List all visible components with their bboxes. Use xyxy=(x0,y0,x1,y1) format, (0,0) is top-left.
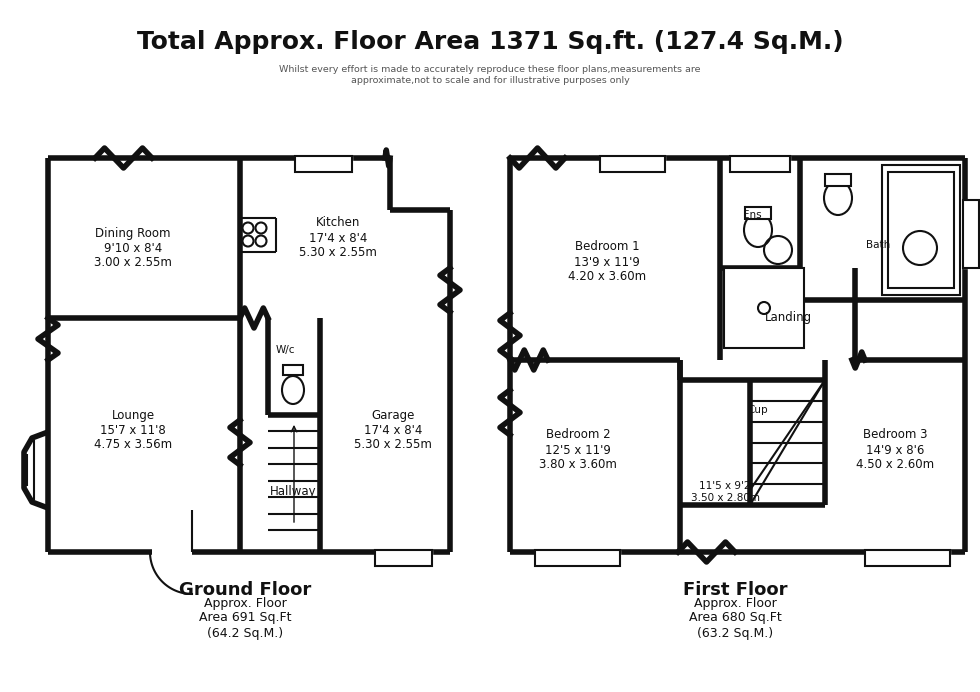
Text: Whilst every effort is made to accurately reproduce these floor plans,measuremen: Whilst every effort is made to accuratel… xyxy=(279,65,701,84)
Bar xyxy=(888,172,954,288)
Bar xyxy=(295,156,352,172)
Text: Approx. Floor
Area 680 Sq.Ft
(63.2 Sq.M.): Approx. Floor Area 680 Sq.Ft (63.2 Sq.M.… xyxy=(689,597,781,639)
Text: First Floor: First Floor xyxy=(683,581,787,599)
Text: Lounge
15'7 x 11'8
4.75 x 3.56m: Lounge 15'7 x 11'8 4.75 x 3.56m xyxy=(94,408,172,451)
Text: Cup: Cup xyxy=(748,405,768,415)
Text: Bedroom 3
14'9 x 8'6
4.50 x 2.60m: Bedroom 3 14'9 x 8'6 4.50 x 2.60m xyxy=(856,428,934,471)
Polygon shape xyxy=(505,146,570,170)
Text: 11'5 x 9'2
3.50 x 2.80m: 11'5 x 9'2 3.50 x 2.80m xyxy=(691,481,760,503)
Bar xyxy=(283,365,303,375)
Text: Ground Floor: Ground Floor xyxy=(179,581,311,599)
Text: Approx. Floor
Area 691 Sq.Ft
(64.2 Sq.M.): Approx. Floor Area 691 Sq.Ft (64.2 Sq.M.… xyxy=(199,597,291,639)
Polygon shape xyxy=(383,146,398,170)
Polygon shape xyxy=(36,316,60,363)
Text: Garage
17'4 x 8'4
5.30 x 2.55m: Garage 17'4 x 8'4 5.30 x 2.55m xyxy=(354,408,432,451)
Text: Landing: Landing xyxy=(764,311,811,325)
Polygon shape xyxy=(228,316,270,330)
Polygon shape xyxy=(375,550,432,566)
Polygon shape xyxy=(848,352,868,368)
Bar xyxy=(375,550,432,566)
Text: W/c: W/c xyxy=(275,345,295,355)
Polygon shape xyxy=(672,540,740,564)
Polygon shape xyxy=(498,388,522,438)
Ellipse shape xyxy=(282,376,304,404)
Text: Total Approx. Floor Area 1371 Sq.ft. (127.4 Sq.M.): Total Approx. Floor Area 1371 Sq.ft. (12… xyxy=(136,30,844,54)
Bar xyxy=(882,165,960,295)
Text: Bedroom 2
12'5 x 11'9
3.80 x 3.60m: Bedroom 2 12'5 x 11'9 3.80 x 3.60m xyxy=(539,428,617,471)
Bar xyxy=(825,174,851,186)
Bar xyxy=(535,550,620,566)
Polygon shape xyxy=(438,268,462,312)
Ellipse shape xyxy=(744,213,772,247)
Bar xyxy=(600,156,665,172)
Text: Bedroom 1
13'9 x 11'9
4.20 x 3.60m: Bedroom 1 13'9 x 11'9 4.20 x 3.60m xyxy=(568,241,646,284)
Polygon shape xyxy=(535,550,620,566)
Bar xyxy=(963,200,979,268)
Text: Bath: Bath xyxy=(866,240,890,250)
Polygon shape xyxy=(865,550,950,566)
Polygon shape xyxy=(730,156,790,172)
Polygon shape xyxy=(228,418,252,468)
Bar xyxy=(724,268,804,348)
Polygon shape xyxy=(963,200,979,268)
Text: Hallway: Hallway xyxy=(270,486,317,498)
Text: Kitchen
17'4 x 8'4
5.30 x 2.55m: Kitchen 17'4 x 8'4 5.30 x 2.55m xyxy=(299,217,377,260)
Polygon shape xyxy=(505,352,550,368)
Polygon shape xyxy=(498,310,522,362)
Polygon shape xyxy=(95,146,152,170)
Text: Ens: Ens xyxy=(743,210,761,220)
Ellipse shape xyxy=(824,181,852,215)
Bar xyxy=(730,156,790,172)
Polygon shape xyxy=(18,432,53,508)
Polygon shape xyxy=(295,156,352,172)
Text: Dining Room
9'10 x 8'4
3.00 x 2.55m: Dining Room 9'10 x 8'4 3.00 x 2.55m xyxy=(94,226,172,269)
Bar xyxy=(745,207,771,219)
Polygon shape xyxy=(600,156,665,172)
Bar xyxy=(865,550,950,566)
